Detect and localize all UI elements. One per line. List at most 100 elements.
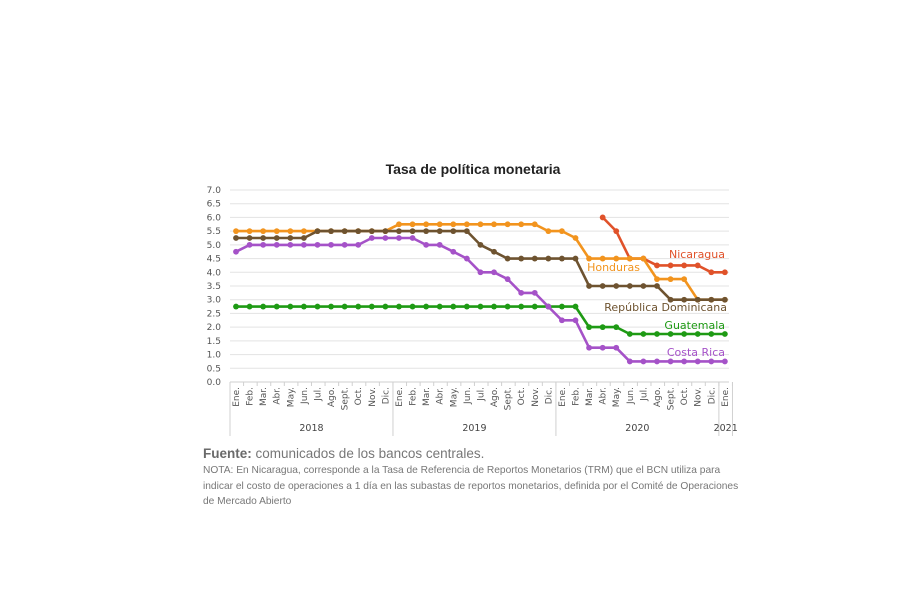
data-point bbox=[667, 262, 674, 269]
data-point bbox=[626, 283, 633, 289]
y-axis-ticks: 0.0 0.5 1.0 1.5 2.0 2.5 3.0 3.5 4.0 4.5 5.0 5.5 6.0 6… bbox=[207, 186, 222, 388]
data-point bbox=[708, 358, 715, 365]
data-point bbox=[654, 331, 660, 337]
data-point bbox=[423, 228, 430, 235]
x-tick-label: Nov. bbox=[531, 387, 541, 407]
data-point bbox=[545, 303, 552, 310]
data-point bbox=[626, 358, 633, 365]
data-point bbox=[559, 317, 565, 324]
x-tick-label: Sept. bbox=[341, 387, 351, 410]
data-point bbox=[463, 228, 470, 235]
x-tick-label: Abr. bbox=[273, 387, 283, 405]
data-point bbox=[586, 344, 592, 351]
data-point bbox=[681, 331, 688, 337]
y-tick-label: 1.5 bbox=[207, 337, 221, 347]
data-point bbox=[287, 235, 294, 241]
data-point bbox=[396, 235, 402, 241]
data-point bbox=[572, 317, 579, 324]
data-point bbox=[640, 358, 647, 365]
data-point bbox=[287, 241, 294, 248]
data-point bbox=[477, 303, 484, 310]
data-point bbox=[463, 303, 470, 310]
data-point bbox=[654, 262, 660, 269]
data-point bbox=[328, 228, 334, 235]
data-point bbox=[450, 303, 457, 310]
data-point bbox=[463, 221, 470, 228]
year-label: 2018 bbox=[299, 423, 323, 434]
x-tick-label: Jul. bbox=[639, 387, 649, 402]
series-nicaragua bbox=[599, 214, 728, 276]
x-tick-label: Ene. bbox=[721, 387, 731, 407]
data-point bbox=[423, 221, 430, 228]
x-tick-label: Jul. bbox=[476, 387, 486, 402]
data-point bbox=[450, 228, 457, 235]
series-line bbox=[601, 216, 727, 274]
data-point bbox=[341, 303, 348, 310]
data-point bbox=[572, 255, 579, 262]
data-point bbox=[572, 235, 579, 241]
data-point bbox=[396, 303, 402, 310]
y-tick-label: 2.0 bbox=[207, 323, 222, 333]
data-point bbox=[545, 255, 552, 262]
x-tick-label: May. bbox=[449, 387, 459, 407]
data-point bbox=[694, 262, 701, 269]
data-point bbox=[681, 276, 688, 283]
data-point bbox=[599, 324, 606, 331]
data-point bbox=[382, 303, 389, 310]
x-tick-label: Ene. bbox=[395, 387, 405, 407]
data-point bbox=[667, 296, 674, 303]
data-point bbox=[314, 303, 321, 310]
x-tick-label: Oct. bbox=[680, 387, 690, 405]
data-point bbox=[409, 303, 416, 310]
data-point bbox=[613, 344, 620, 351]
data-point bbox=[640, 255, 647, 262]
series-line bbox=[234, 229, 727, 301]
data-point bbox=[531, 255, 538, 262]
data-point bbox=[423, 303, 430, 310]
data-point bbox=[504, 276, 511, 283]
y-tick-label: 6.5 bbox=[207, 200, 221, 210]
x-tick-label: Oct. bbox=[354, 387, 364, 405]
y-tick-label: 0.0 bbox=[207, 378, 222, 388]
series-costa-rica bbox=[233, 235, 728, 365]
data-point bbox=[721, 358, 728, 365]
data-point bbox=[301, 235, 307, 241]
x-axis: Ene. Feb. Mar. Abr. May. Jun. Jul. Ago. Sept. Oct… bbox=[229, 382, 738, 436]
x-tick-label: Mar. bbox=[259, 387, 269, 406]
data-point bbox=[328, 241, 334, 248]
series-guatemala bbox=[233, 303, 728, 337]
data-point bbox=[246, 228, 253, 235]
x-tick-label: Mar. bbox=[585, 387, 595, 406]
data-point bbox=[233, 228, 239, 235]
year-label: 2020 bbox=[625, 423, 649, 434]
x-tick-label: Ago. bbox=[490, 387, 500, 407]
data-point bbox=[640, 331, 647, 337]
data-point bbox=[559, 255, 565, 262]
data-point bbox=[559, 228, 565, 235]
x-tick-label: Dic. bbox=[707, 387, 717, 404]
data-point bbox=[396, 221, 402, 228]
data-point bbox=[491, 221, 497, 228]
data-point bbox=[355, 241, 362, 248]
data-point bbox=[409, 221, 416, 228]
data-point bbox=[572, 303, 579, 310]
data-point bbox=[640, 283, 647, 289]
data-point bbox=[681, 262, 688, 269]
data-point bbox=[273, 303, 280, 310]
x-tick-label: Jul. bbox=[313, 387, 323, 402]
data-point bbox=[273, 228, 280, 235]
y-tick-label: 6.0 bbox=[207, 213, 222, 223]
data-point bbox=[463, 255, 470, 262]
data-point bbox=[273, 241, 280, 248]
series-group bbox=[233, 214, 728, 365]
x-tick-label: Jun. bbox=[463, 387, 473, 405]
data-point bbox=[667, 331, 674, 337]
data-point bbox=[599, 283, 606, 289]
chart-title: Tasa de política monetaria bbox=[386, 161, 561, 177]
data-point bbox=[491, 303, 497, 310]
data-point bbox=[504, 221, 511, 228]
series-label: República Dominicana bbox=[604, 301, 727, 314]
x-tick-label: Ene. bbox=[232, 387, 242, 407]
y-tick-label: 0.5 bbox=[207, 364, 221, 374]
